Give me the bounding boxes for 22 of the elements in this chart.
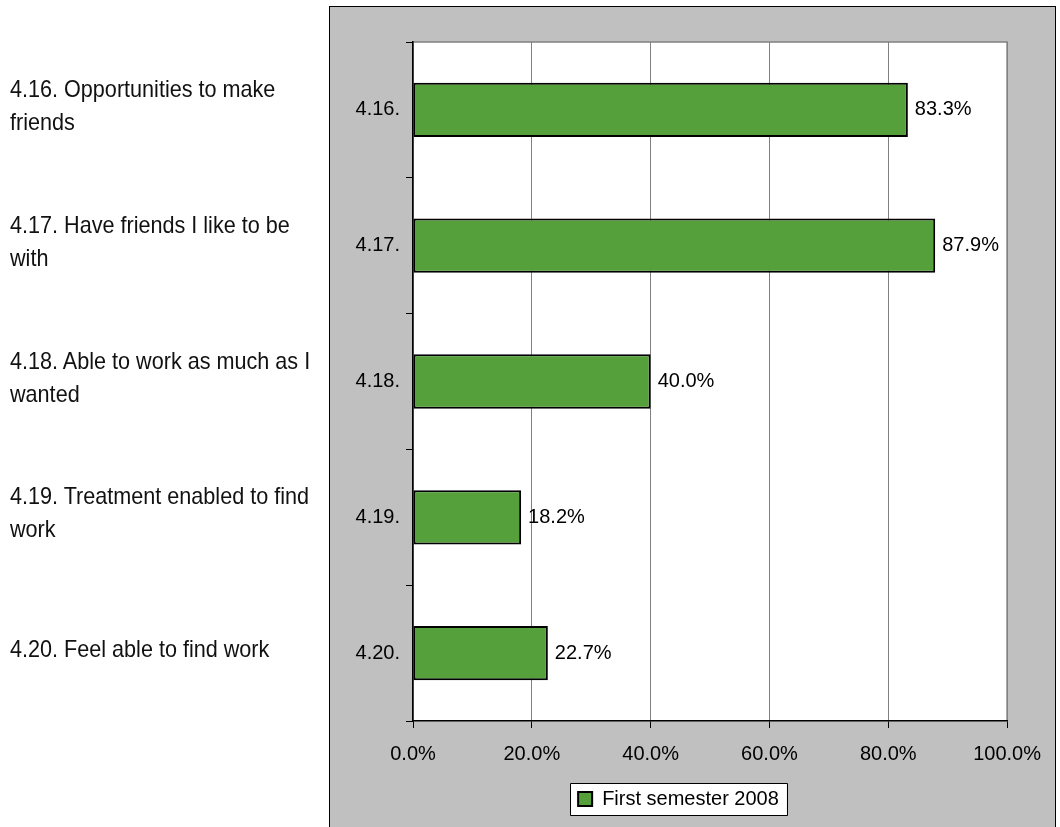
text: 4.20. Feel able to find work: [10, 633, 271, 664]
x-tick-label: 20.0%: [503, 741, 561, 764]
x-tick-label: 0.0%: [390, 741, 437, 764]
x-tick-label: 100.0%: [973, 741, 1042, 764]
y-tick-label: 4.17.: [355, 233, 400, 256]
x-tick-label: 80.0%: [859, 741, 917, 764]
data-label: 83.3%: [914, 97, 972, 120]
data-label: 22.7%: [554, 640, 612, 663]
text: 4.18. Able to work as much as I wanted: [10, 345, 312, 409]
text: 4.16. Opportunities to make friends: [10, 73, 277, 137]
data-label: 40.0%: [657, 369, 715, 392]
data-label: 87.9%: [942, 233, 1000, 256]
text: 4.19. Treatment enabled to find work: [10, 481, 310, 545]
data-label: 18.2%: [528, 504, 586, 527]
y-tick-label: 4.20.: [355, 640, 400, 663]
x-tick-label: 40.0%: [622, 741, 680, 764]
legend-label: First semester 2008: [602, 786, 779, 809]
y-tick-label: 4.19.: [355, 504, 400, 527]
x-tick-label: 60.0%: [741, 741, 799, 764]
y-tick-label: 4.16.: [355, 97, 400, 120]
text: 4.17. Have friends I like to be with: [10, 209, 291, 273]
y-tick-label: 4.18.: [355, 369, 400, 392]
